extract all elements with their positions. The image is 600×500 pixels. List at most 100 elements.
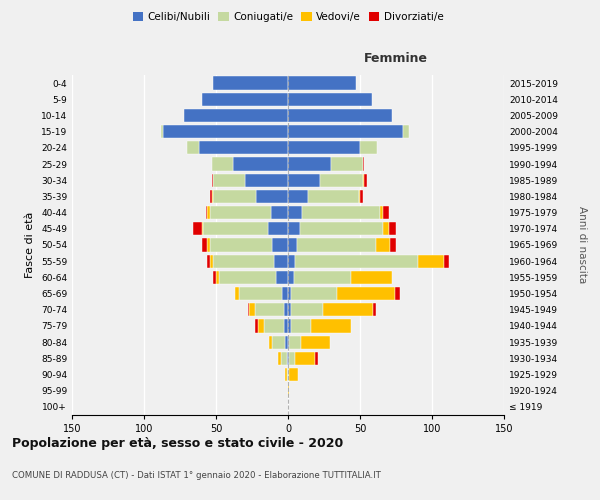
Bar [263,320,284,332]
Bar [288,141,360,154]
Bar [289,336,301,349]
Bar [248,303,249,316]
Bar [295,254,418,268]
Bar [284,303,288,316]
Bar [256,190,288,203]
Bar [383,206,389,220]
Bar [202,92,288,106]
Bar [288,109,392,122]
Bar [288,92,371,106]
Bar [239,287,282,300]
Bar [245,174,288,187]
Bar [281,352,287,365]
Bar [288,287,291,300]
Bar [288,336,289,349]
Bar [383,222,389,235]
Bar [288,384,289,398]
Bar [311,320,352,332]
Bar [288,303,291,316]
Bar [288,76,356,90]
Bar [296,238,376,252]
Bar [163,125,288,138]
Bar [255,303,284,316]
Bar [210,238,272,252]
Bar [443,254,449,268]
Bar [208,238,210,252]
Bar [288,368,289,381]
Bar [210,206,271,220]
Bar [202,238,208,252]
Bar [219,270,277,284]
Text: Femmine: Femmine [364,52,428,65]
Bar [287,368,288,381]
Y-axis label: Fasce di età: Fasce di età [25,212,35,278]
Bar [389,222,396,235]
Bar [363,174,364,187]
Bar [288,352,289,365]
Text: COMUNE DI RADDUSA (CT) - Dati ISTAT 1° gennaio 2020 - Elaborazione TUTTITALIA.IT: COMUNE DI RADDUSA (CT) - Dati ISTAT 1° g… [12,470,381,480]
Bar [212,174,213,187]
Text: Anni di nascita: Anni di nascita [577,206,587,284]
Bar [291,303,323,316]
Bar [213,270,216,284]
Bar [208,206,210,220]
Bar [187,141,199,154]
Bar [212,158,233,170]
Bar [360,190,363,203]
Bar [376,238,390,252]
Bar [364,174,367,187]
Bar [212,190,213,203]
Bar [285,336,288,349]
Bar [308,190,359,203]
Bar [418,254,443,268]
Bar [274,254,288,268]
Bar [210,254,213,268]
Bar [213,76,288,90]
Bar [337,287,395,300]
Bar [184,109,288,122]
Bar [282,287,288,300]
Bar [316,352,318,365]
Bar [213,254,274,268]
Legend: Celibi/Nubili, Coniugati/e, Vedovi/e, Divorziati/e: Celibi/Nubili, Coniugati/e, Vedovi/e, Di… [128,8,448,26]
Bar [288,158,331,170]
Bar [235,287,239,300]
Bar [291,320,311,332]
Bar [363,158,364,170]
Bar [193,222,202,235]
Bar [331,158,363,170]
Bar [289,368,298,381]
Bar [249,303,255,316]
Bar [233,158,288,170]
Bar [288,270,294,284]
Bar [294,270,352,284]
Bar [390,238,396,252]
Bar [216,270,219,284]
Bar [323,303,373,316]
Bar [291,287,337,300]
Bar [302,206,380,220]
Bar [301,336,330,349]
Bar [268,222,288,235]
Bar [288,238,296,252]
Bar [288,222,299,235]
Bar [284,320,288,332]
Bar [352,270,392,284]
Bar [272,238,288,252]
Text: Popolazione per età, sesso e stato civile - 2020: Popolazione per età, sesso e stato civil… [12,438,343,450]
Bar [269,336,272,349]
Bar [255,320,258,332]
Bar [289,352,295,365]
Bar [373,303,376,316]
Bar [285,368,287,381]
Bar [213,190,256,203]
Bar [288,320,291,332]
Bar [395,287,400,300]
Bar [288,190,308,203]
Bar [360,141,377,154]
Bar [208,254,210,268]
Bar [258,320,263,332]
Bar [359,190,360,203]
Bar [320,174,363,187]
Bar [210,190,212,203]
